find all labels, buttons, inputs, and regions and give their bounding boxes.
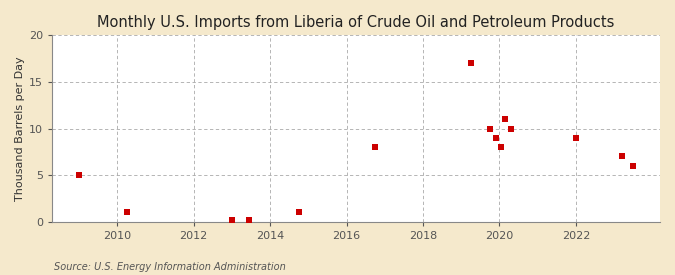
Point (500, 117, 510, 121)
Point (506, 126, 516, 131)
Point (74, 173, 84, 177)
Title: Monthly U.S. Imports from Liberia of Crude Oil and Petroleum Products: Monthly U.S. Imports from Liberia of Cru… (97, 15, 615, 30)
Text: Source: U.S. Energy Information Administration: Source: U.S. Energy Information Administ… (54, 262, 286, 272)
Point (466, 61, 477, 65)
Point (227, 218, 238, 222)
Point (294, 210, 304, 214)
Point (496, 145, 507, 149)
Point (616, 154, 627, 159)
Point (485, 126, 495, 131)
Point (490, 136, 501, 140)
Point (628, 164, 639, 168)
Point (122, 210, 132, 214)
Y-axis label: Thousand Barrels per Day: Thousand Barrels per Day (15, 56, 25, 201)
Point (570, 136, 581, 140)
Point (370, 145, 381, 149)
Point (244, 218, 254, 222)
